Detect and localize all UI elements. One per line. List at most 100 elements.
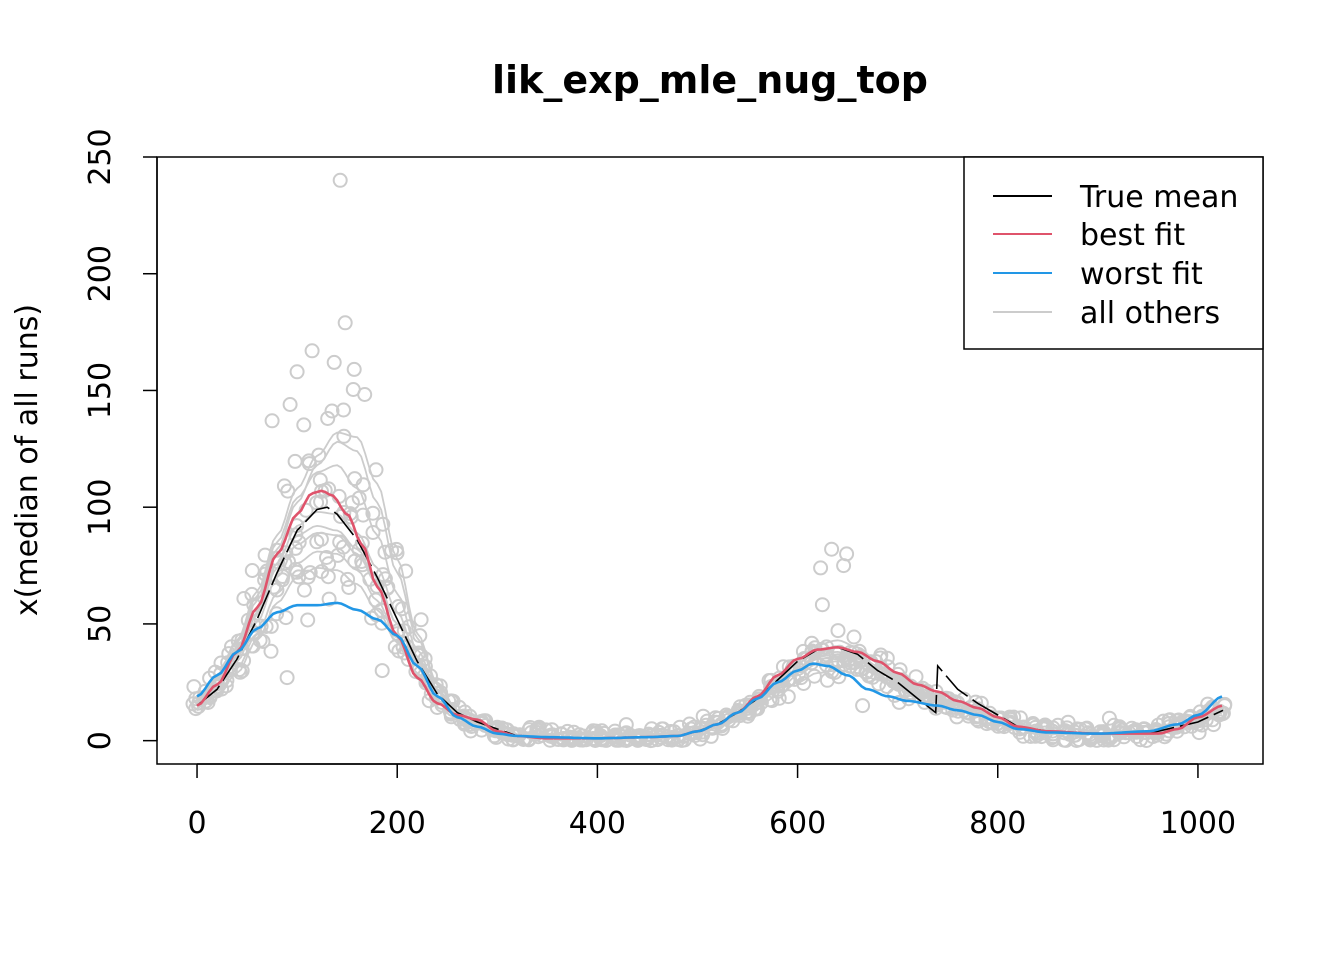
others-point [796,676,812,691]
others-point [632,728,648,744]
others-point [300,612,316,628]
others-point [593,728,609,744]
others-point [320,411,336,426]
legend-label-best-fit: best fit [1080,218,1185,253]
others-point [571,727,587,743]
others-point [879,650,895,666]
x-tick-label: 400 [569,806,626,841]
others-point [357,387,373,402]
others-point [276,478,292,494]
others-point [505,731,521,747]
others-point [1103,729,1119,745]
others-point [332,172,348,188]
others-point [617,726,633,742]
others-point [855,698,871,714]
others-point [643,728,658,743]
x-axis: 0 200 400 600 800 1000 [187,763,1236,841]
others-point [264,413,280,429]
others-point [649,727,665,743]
others-point [365,505,381,521]
y-tick-label: 100 [83,479,118,536]
others-line [196,440,1223,740]
y-tick-label: 50 [83,605,118,643]
x-tick-label: 200 [369,806,426,841]
x-tick-label: 800 [969,806,1026,841]
others-point [337,315,353,331]
others-point [300,569,316,585]
others-point [321,591,337,607]
others-point [780,689,796,705]
others-point [326,354,342,370]
others-point [1129,729,1145,744]
others-point [365,525,381,540]
others-point [236,591,252,606]
others-point [312,472,328,488]
others-point [374,663,390,679]
others-point [324,403,340,419]
y-axis: 0 50 100 150 200 250 [83,128,158,750]
others-point [846,629,862,645]
others-point [321,556,337,572]
others-point [336,428,352,444]
others-point [296,417,312,433]
y-axis-label: x(median of all runs) [10,304,45,616]
others-point [330,547,346,563]
legend-label-all-others: all others [1080,296,1220,331]
series-lines [196,489,1224,740]
others-point [336,402,351,418]
others-point [814,597,830,613]
others-point [340,571,356,587]
others-point [291,534,307,550]
others-point [341,580,357,595]
series-line-true-mean [196,506,1224,740]
others-point [398,563,414,579]
others-point [333,509,349,524]
others-point [346,361,362,377]
others-point [282,397,298,412]
others-point [830,623,846,639]
others-point [253,618,269,634]
others-point [806,668,822,684]
y-tick-label: 200 [83,245,118,302]
others-point [244,563,260,578]
legend-label-worst-fit: worst fit [1080,257,1203,292]
others-point [313,531,329,547]
others-point [1114,722,1130,738]
legend-box [963,156,1264,350]
others-point [263,643,279,659]
others-point [872,650,888,666]
y-tick-label: 250 [83,128,118,185]
others-point [413,612,429,628]
others-line [196,531,1223,740]
others-point [287,453,303,469]
chart-title: lik_exp_mle_nug_top [492,58,928,102]
legend: True mean best fit worst fit all others [963,156,1264,350]
others-point [663,724,679,739]
others-point [296,582,312,598]
x-tick-label: 0 [187,806,206,841]
others-point [813,560,829,576]
y-tick-label: 150 [83,362,118,419]
others-point [695,708,711,724]
others-point [819,672,835,688]
x-tick-label: 1000 [1160,806,1236,841]
others-point [289,364,305,380]
others-point [824,541,840,557]
others-point [664,732,680,748]
others-line [196,524,1223,740]
others-point [1070,722,1086,738]
others-point [804,635,820,651]
others-point [498,722,514,738]
others-point [521,732,537,748]
y-tick-label: 0 [83,731,118,750]
others-point [836,558,852,574]
others-point [1096,727,1112,743]
others-point [477,718,493,733]
others-point [304,343,320,359]
series-line-worst-fit [196,601,1223,740]
others-point [319,550,334,565]
others-point [1106,727,1122,743]
others-point [278,610,294,626]
legend-label-true-mean: True mean [1079,180,1238,215]
